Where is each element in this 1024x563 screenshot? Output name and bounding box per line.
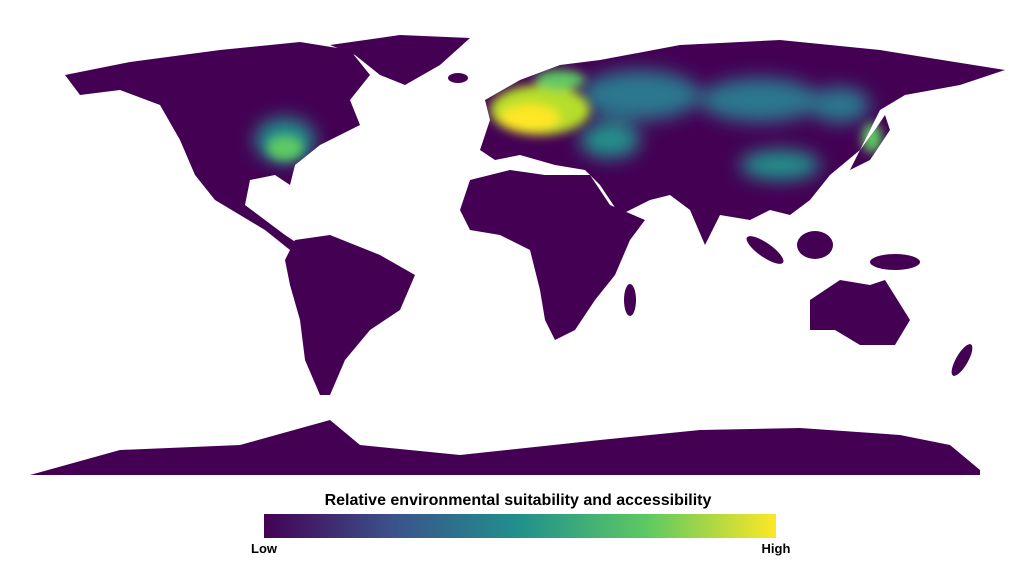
iceland xyxy=(448,73,468,83)
new-guinea xyxy=(870,254,920,270)
hotspot xyxy=(267,136,303,160)
hotspot xyxy=(700,78,820,122)
hotspot xyxy=(810,87,870,123)
hotspot xyxy=(862,123,882,153)
hotspot xyxy=(580,70,700,120)
color-bar xyxy=(264,514,776,538)
sumatra xyxy=(746,236,784,264)
australia xyxy=(810,280,910,345)
suitability-overlay xyxy=(255,70,882,180)
greenland xyxy=(330,35,470,85)
legend-title: Relative environmental suitability and a… xyxy=(325,492,712,509)
hotspot xyxy=(740,150,820,180)
borneo xyxy=(797,231,833,259)
madagascar xyxy=(624,284,636,316)
hotspot xyxy=(500,104,560,132)
north-america xyxy=(65,42,370,250)
hotspot xyxy=(535,70,585,90)
south-america xyxy=(285,235,415,395)
antarctica xyxy=(30,420,980,475)
legend-high-label: High xyxy=(762,541,791,556)
hotspot xyxy=(580,122,640,158)
legend-low-label: Low xyxy=(251,541,278,556)
africa xyxy=(460,170,645,340)
new-zealand xyxy=(951,344,973,376)
